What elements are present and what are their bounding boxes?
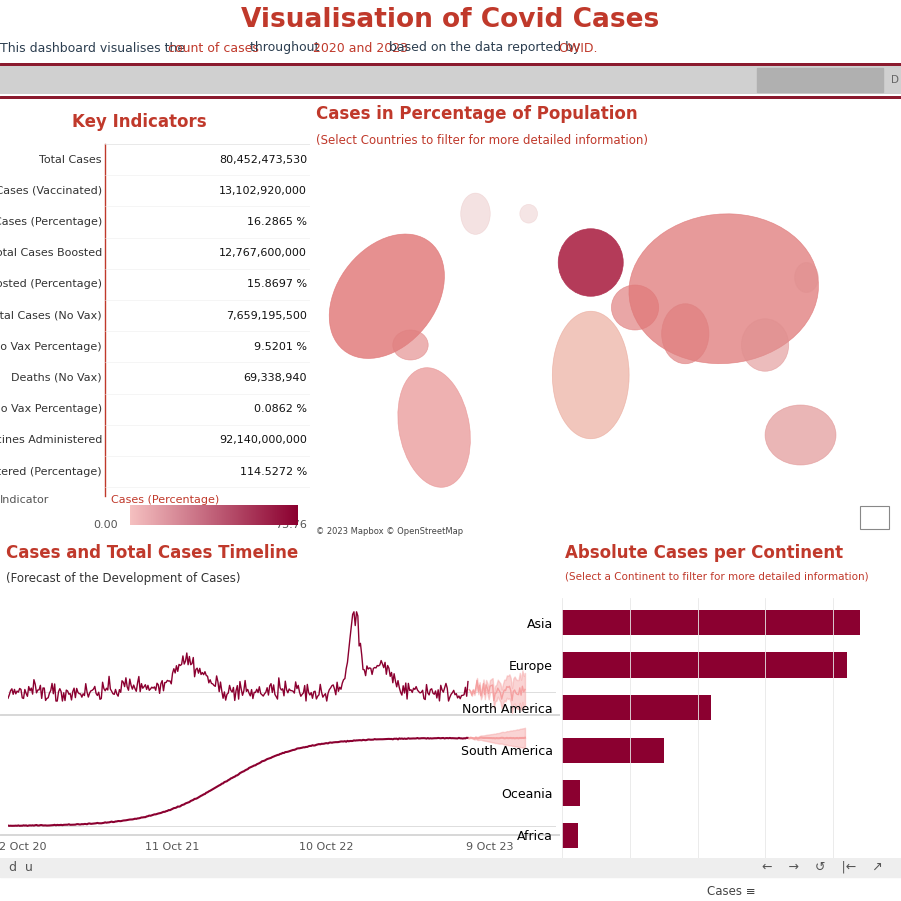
Text: Total Cases (No Vax): Total Cases (No Vax) [0, 311, 102, 321]
Ellipse shape [612, 285, 659, 330]
X-axis label: Cases ≡: Cases ≡ [707, 886, 756, 898]
Text: 80,452,473,530: 80,452,473,530 [219, 155, 307, 165]
Bar [757, 68, 883, 92]
Bar [860, 506, 889, 529]
Text: 9 Oct 23: 9 Oct 23 [467, 842, 514, 852]
Text: d  u: d u [9, 861, 32, 874]
Text: Cases Boosted (Percentage): Cases Boosted (Percentage) [0, 279, 102, 289]
Text: 2020 and 2023: 2020 and 2023 [313, 41, 408, 54]
Text: Cases in Percentage of Population: Cases in Percentage of Population [316, 105, 638, 123]
Ellipse shape [742, 319, 788, 371]
Bar [562, 652, 847, 678]
Text: 73.76: 73.76 [275, 520, 307, 530]
Text: 7,659,195,500: 7,659,195,500 [226, 311, 307, 321]
Ellipse shape [398, 368, 470, 487]
Text: 12 Oct 20: 12 Oct 20 [0, 842, 46, 852]
Text: Total Cases: Total Cases [40, 155, 102, 165]
Bar [562, 780, 579, 805]
Text: © 2023 Mapbox © OpenStreetMap: © 2023 Mapbox © OpenStreetMap [316, 527, 463, 536]
Text: Absolute Cases per Continent: Absolute Cases per Continent [566, 544, 843, 562]
Text: (Forecast of the Development of Cases): (Forecast of the Development of Cases) [5, 572, 240, 585]
Text: 16.2865 %: 16.2865 % [247, 217, 307, 227]
Bar [562, 695, 711, 721]
Text: throughout: throughout [246, 41, 323, 54]
Text: Cases (Percentage): Cases (Percentage) [111, 496, 220, 505]
Bar [562, 610, 860, 635]
Ellipse shape [629, 214, 818, 364]
Bar [0, 858, 901, 878]
Text: Deaths (No Vax Percentage): Deaths (No Vax Percentage) [0, 405, 102, 414]
Text: 13,102,920,000: 13,102,920,000 [219, 186, 307, 196]
Text: 69,338,940: 69,338,940 [243, 373, 307, 383]
Text: Total Cases Boosted: Total Cases Boosted [0, 248, 102, 259]
Ellipse shape [393, 330, 428, 360]
Text: ←    →    ↺    |←    ↗: ← → ↺ |← ↗ [762, 861, 883, 874]
Ellipse shape [765, 405, 836, 465]
Text: Total Cases (Vaccinated): Total Cases (Vaccinated) [0, 186, 102, 196]
Text: Vaccines Administered: Vaccines Administered [0, 435, 102, 445]
Text: Indicator: Indicator [0, 496, 50, 505]
Text: (Select Countries to filter for more detailed information): (Select Countries to filter for more det… [316, 134, 648, 147]
Text: Deaths (No Vax): Deaths (No Vax) [12, 373, 102, 383]
Ellipse shape [661, 304, 709, 364]
Text: 92,140,000,000: 92,140,000,000 [219, 435, 307, 445]
Ellipse shape [460, 193, 490, 234]
Text: OWID.: OWID. [559, 41, 598, 54]
Text: 0.00: 0.00 [93, 520, 117, 530]
Text: Cases and Total Cases Timeline: Cases and Total Cases Timeline [5, 544, 298, 562]
Text: 11 Oct 21: 11 Oct 21 [145, 842, 200, 852]
Text: 10 Oct 22: 10 Oct 22 [298, 842, 353, 852]
Text: Visualisation of Covid Cases: Visualisation of Covid Cases [241, 7, 660, 33]
Ellipse shape [329, 234, 444, 359]
Text: Key Indicators: Key Indicators [72, 114, 207, 132]
Text: (Select a Continent to filter for more detailed information): (Select a Continent to filter for more d… [566, 572, 869, 582]
Text: 0.0862 %: 0.0862 % [254, 405, 307, 414]
Ellipse shape [795, 262, 818, 293]
Text: Cases (Percentage): Cases (Percentage) [0, 217, 102, 227]
Ellipse shape [552, 311, 629, 439]
Text: 12,767,600,000: 12,767,600,000 [219, 248, 307, 259]
Bar [562, 823, 578, 848]
Text: 15.8697 %: 15.8697 % [247, 279, 307, 289]
Bar [562, 738, 664, 763]
Text: count of cases: count of cases [168, 41, 259, 54]
Ellipse shape [559, 229, 623, 296]
Text: based on the data reported by: based on the data reported by [386, 41, 585, 54]
Text: 114.5272 %: 114.5272 % [240, 467, 307, 477]
Text: Vaccines Administered (Percentage): Vaccines Administered (Percentage) [0, 467, 102, 477]
Text: This dashboard visualises the: This dashboard visualises the [0, 41, 189, 54]
Text: 9.5201 %: 9.5201 % [254, 341, 307, 351]
Ellipse shape [520, 205, 538, 223]
Text: Cases (No Vax Percentage): Cases (No Vax Percentage) [0, 341, 102, 351]
Text: D: D [891, 75, 899, 85]
